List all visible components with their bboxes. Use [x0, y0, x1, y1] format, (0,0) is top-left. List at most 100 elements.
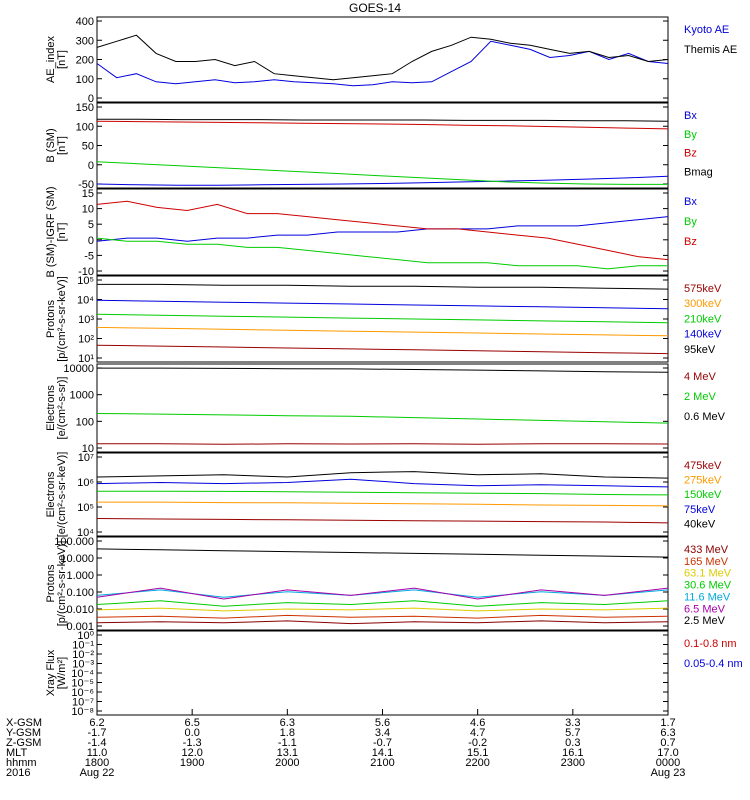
- y-axis-label: [nT]: [56, 136, 68, 155]
- ephemeris-value: 1.8: [280, 727, 295, 739]
- y-tick-label: 0: [88, 235, 94, 247]
- panel-4: 10⁵ 10⁴ 10³ 10² 10¹ Protons [p/(cm²-s-sr-keV)]…: [45, 275, 722, 365]
- y-tick-label: 10⁶: [77, 477, 94, 489]
- ephemeris-value: 6.3: [660, 727, 675, 739]
- legend-item: 40keV: [684, 518, 716, 530]
- y-tick-label: 300: [76, 35, 94, 47]
- y-tick-label: -10: [78, 266, 94, 278]
- legend-item: 2.5 MeV: [684, 615, 726, 627]
- y-tick-label: 10⁻⁷: [72, 697, 94, 709]
- legend-item: Bz: [684, 148, 697, 160]
- ephemeris-value: 5.6: [375, 717, 390, 729]
- series-line: [97, 443, 669, 445]
- y-axis-label: [p/(cm²-s-sr-keV)]: [56, 276, 68, 362]
- y-tick-label: 10⁻⁸: [71, 706, 94, 718]
- legend-item: Kyoto AE: [684, 24, 729, 36]
- y-tick-label: 10⁻⁴: [71, 668, 94, 680]
- series-line: [96, 548, 669, 558]
- series-line: [96, 600, 669, 607]
- y-axis-label: Xray Flux: [45, 649, 57, 696]
- y-tick-label: 10⁻²: [72, 649, 94, 661]
- legend-item: 0.05-0.4 nm: [684, 658, 743, 670]
- legend-item: 475keV: [684, 460, 722, 472]
- y-axis-label: [nT]: [56, 50, 68, 69]
- y-axis-label: [p/(cm²-s-sr-keV)]: [56, 541, 68, 627]
- ephemeris-row-label: MLT: [6, 747, 27, 759]
- ephemeris-row-label: X-GSM: [6, 717, 42, 729]
- y-tick-label: 10⁻³: [72, 659, 94, 671]
- y-tick-label: 10²: [78, 334, 94, 346]
- panel-frame: [96, 536, 669, 631]
- legend-item: 4 MeV: [684, 371, 716, 383]
- legend-item: Bx: [684, 196, 697, 208]
- ephemeris-row-label: Z-GSM: [6, 737, 41, 749]
- ephemeris-value: 2300: [561, 757, 585, 769]
- y-axis-label: [W/m²]: [56, 657, 68, 689]
- legend-item: Bx: [684, 110, 697, 122]
- chart-title: GOES-14: [349, 1, 401, 15]
- legend-item: 2 MeV: [684, 391, 716, 403]
- panel-7: 100.000 10.000 1.000 0.100 0.010 0.001 Protons…: [45, 536, 732, 633]
- series-line: [96, 299, 669, 310]
- y-tick-label: 1000: [70, 390, 94, 402]
- legend-item: By: [684, 129, 697, 141]
- y-tick-label: 10⁻⁶: [71, 687, 94, 699]
- legend-item: 95keV: [684, 344, 716, 356]
- panel-frame: [96, 102, 669, 189]
- ephemeris-value: 4.6: [470, 717, 485, 729]
- ephemeris-value: 1.7: [660, 717, 675, 729]
- ephemeris-value: 6.3: [280, 717, 295, 729]
- ephemeris-row-label: hhmm: [6, 757, 37, 769]
- y-tick-label: 15: [82, 188, 94, 200]
- legend-item: 0.6 MeV: [684, 411, 726, 423]
- series-line: [97, 118, 669, 122]
- legend-item: 0.1-0.8 nm: [684, 638, 737, 650]
- ephemeris-value: 1800: [85, 757, 109, 769]
- series-line: [96, 344, 669, 355]
- legend-item: 30.6 MeV: [684, 580, 732, 592]
- ephemeris-value: 15.1: [467, 747, 488, 759]
- legend-item: 210keV: [684, 313, 722, 325]
- ephemeris-row-label: Y-GSM: [6, 727, 41, 739]
- legend-item: 300keV: [684, 298, 722, 310]
- ephemeris-value: 2200: [465, 757, 489, 769]
- legend-item: 150keV: [684, 489, 722, 501]
- ephemeris-row-label: 2016: [6, 767, 30, 779]
- series-line: [96, 607, 669, 612]
- legend-item: 140keV: [684, 329, 722, 341]
- y-tick-label: 400: [76, 16, 94, 28]
- y-axis-label: Protons: [45, 564, 57, 602]
- ephemeris-value: 2000: [275, 757, 299, 769]
- series-line: [96, 120, 669, 130]
- y-tick-label: 10⁴: [77, 295, 94, 307]
- legend-item: 575keV: [684, 283, 722, 295]
- y-tick-label: 10000: [63, 363, 94, 375]
- y-tick-label: 50: [82, 141, 94, 153]
- panel-frame: [96, 188, 669, 276]
- series-line: [96, 313, 669, 324]
- panel-frame: [96, 630, 669, 716]
- y-tick-label: 0: [88, 160, 94, 172]
- series-line: [96, 326, 669, 337]
- series-line: [96, 34, 669, 81]
- series-line: [96, 471, 669, 479]
- panel-2: 150 100 50 0 -50 B (SM) [nT] Bx By Bz Bmag: [45, 102, 713, 191]
- legend-item: 75keV: [684, 504, 716, 516]
- ephemeris-value: 3.4: [375, 727, 390, 739]
- ephemeris-value: 13.1: [277, 747, 298, 759]
- ephemeris-value: 14.1: [372, 747, 393, 759]
- ephemeris-value: Aug 23: [651, 767, 686, 779]
- y-axis-label: [e/(cm²-s-sr-keV)]: [56, 452, 68, 538]
- ephemeris-value: 0.7: [660, 737, 675, 749]
- y-tick-label: 10³: [78, 314, 94, 326]
- ephemeris-value: -1.4: [88, 737, 107, 749]
- y-axis-label: [nT]: [56, 223, 68, 242]
- panel-frame: [96, 16, 669, 103]
- legend-item: 433 MeV: [684, 544, 729, 556]
- ephemeris-value: 6.5: [185, 717, 200, 729]
- series-line: [96, 587, 669, 600]
- y-tick-label: 0.100: [66, 587, 94, 599]
- series-line: [96, 620, 669, 625]
- y-axis-label: AE_index: [45, 35, 57, 83]
- ephemeris-value: 2100: [370, 757, 394, 769]
